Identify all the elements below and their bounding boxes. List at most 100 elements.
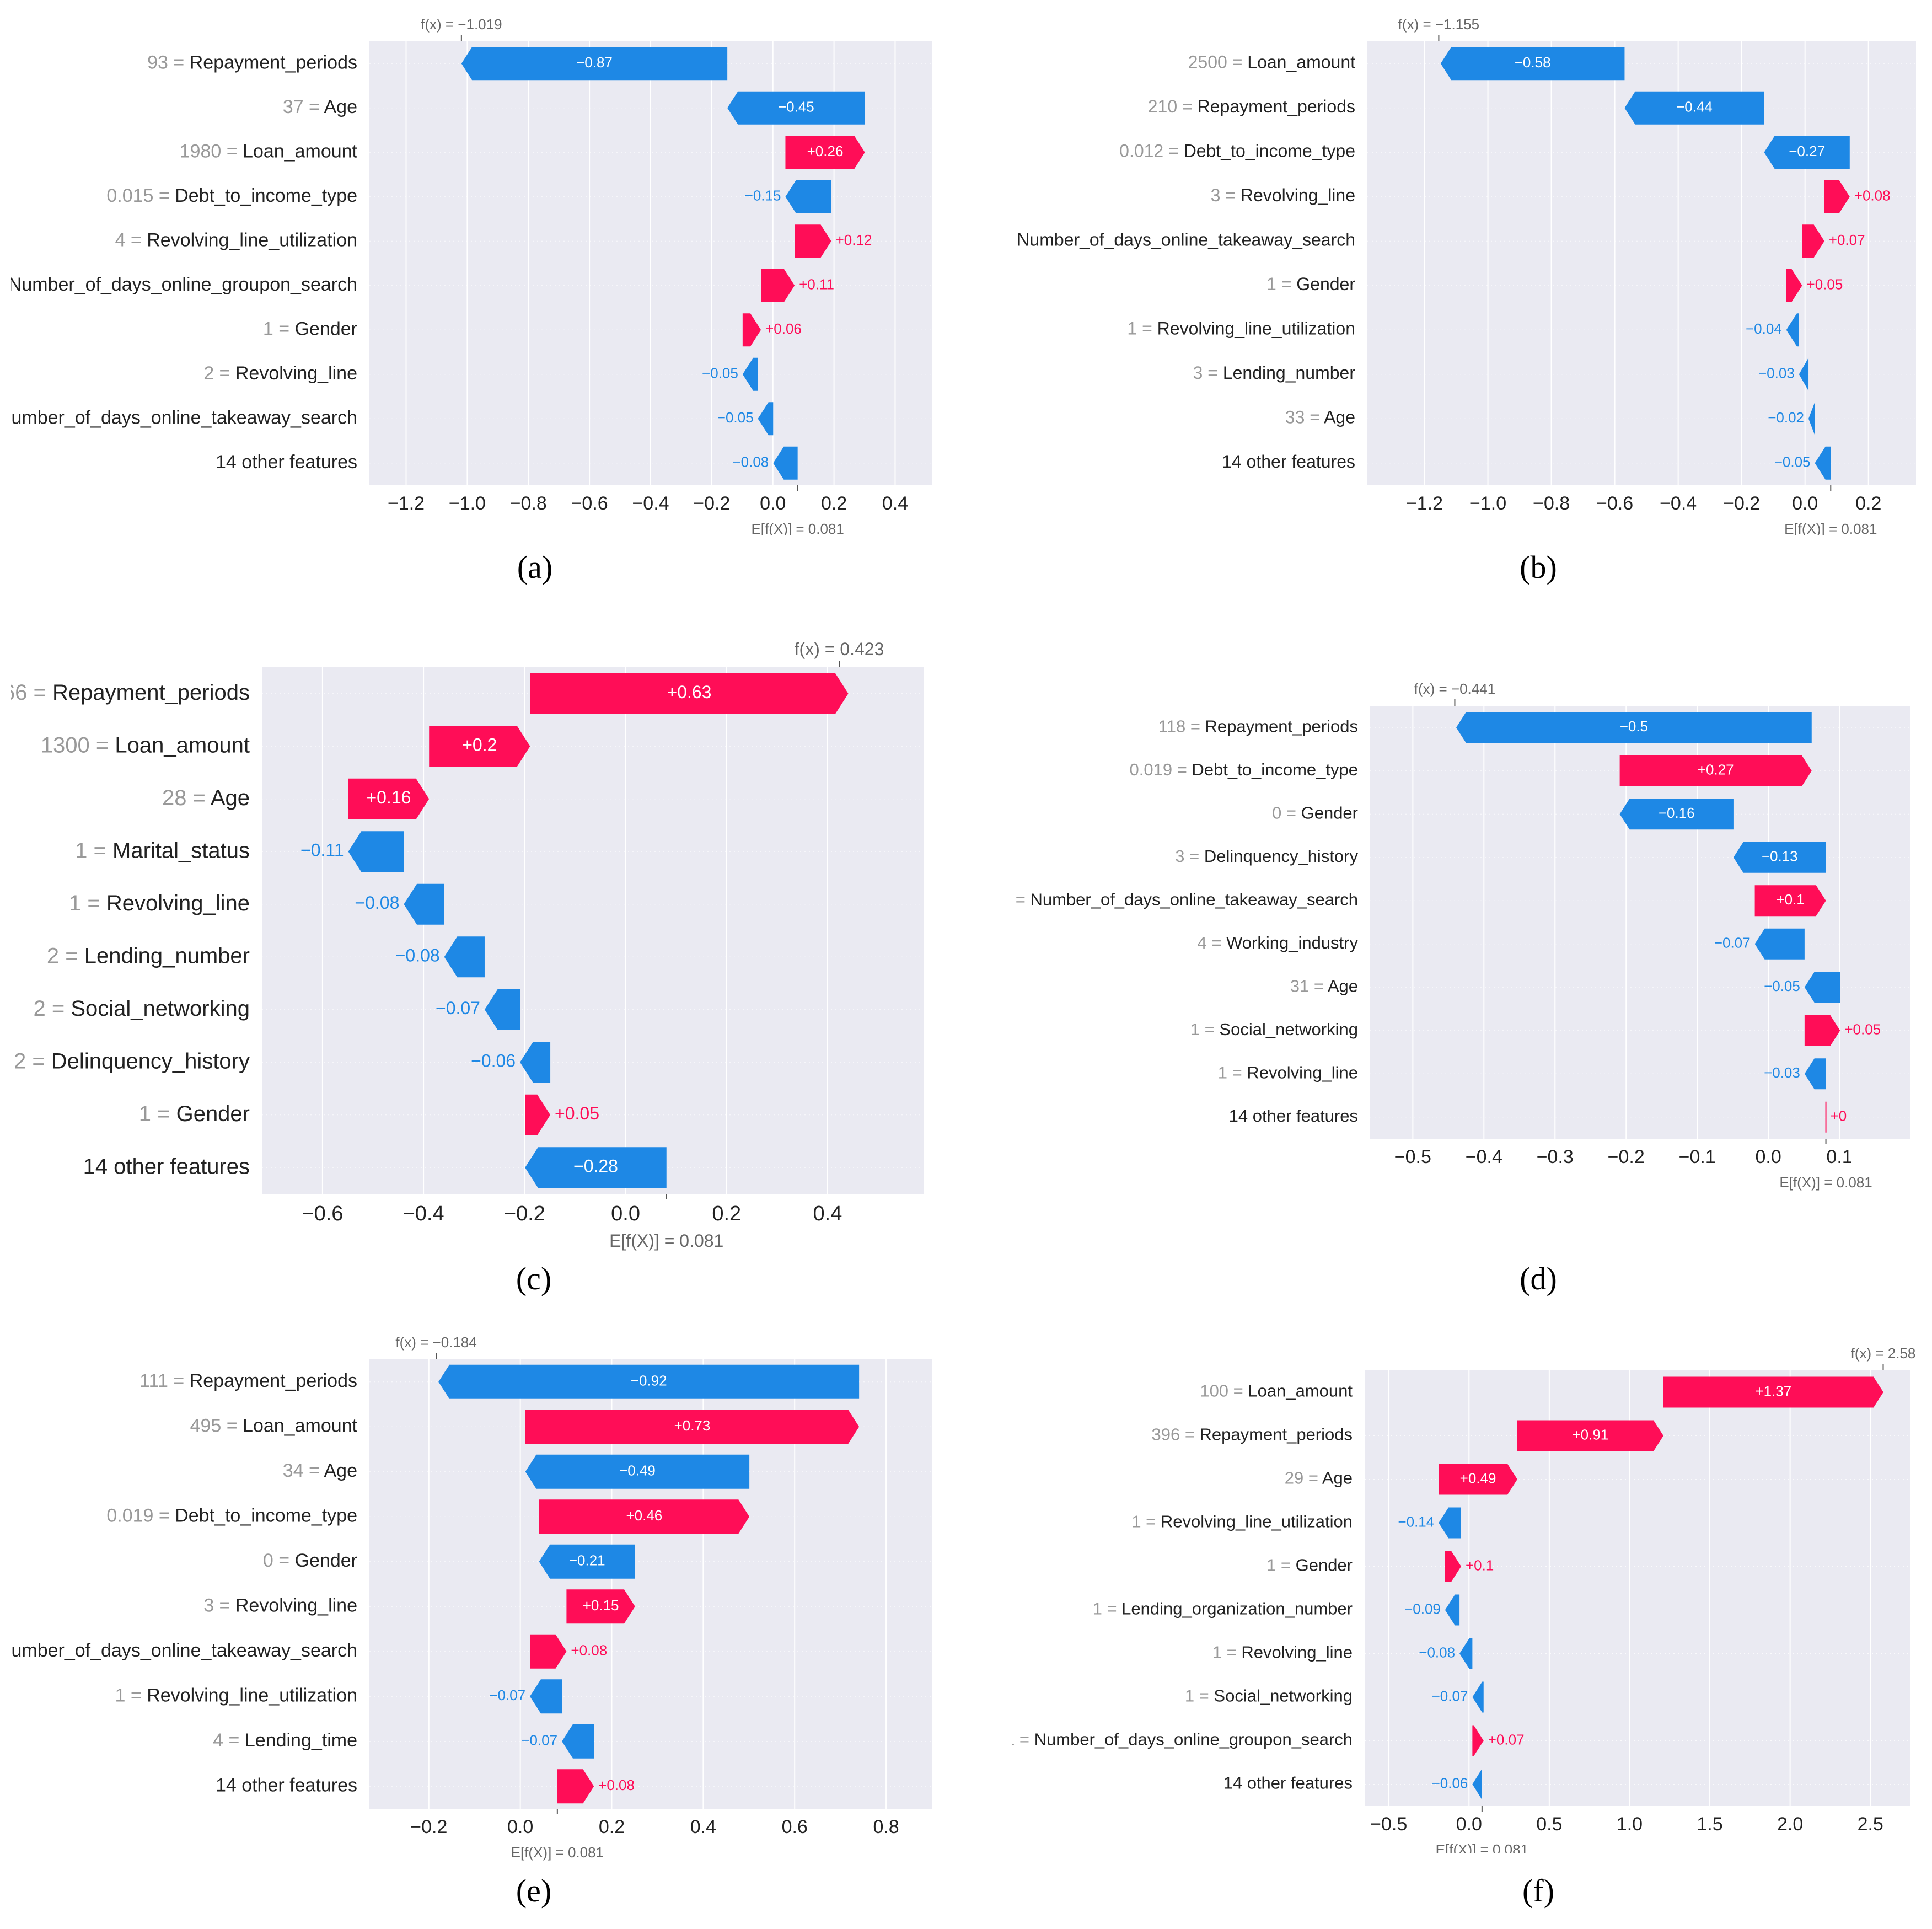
feature-name: 14 other features: [1222, 452, 1355, 471]
shap-bar: [1472, 1681, 1484, 1713]
feature-name: Revolving_line_utilization: [147, 1685, 357, 1706]
x-tick-label: −0.4: [403, 1202, 444, 1225]
feature-value: 0.019 =: [1130, 760, 1192, 779]
chart-e-svg: −0.2 0.0 0.2 0.4 0.6 0.8 −0.92 111 = Repayment_…: [11, 1334, 932, 1861]
feature-value: 1 =: [1127, 319, 1157, 339]
feature-label: 1 = Revolving_line_utilization: [115, 1685, 357, 1706]
feature-name: Lending_number: [1223, 363, 1356, 383]
feature-value: 0 =: [263, 1550, 295, 1571]
waterfall-chart-b: −1.2 −1.0 −0.8 −0.6 −0.4 −0.2 0.0 0.2 −0.58 2500 …: [1012, 6, 1922, 535]
shap-bar: [1825, 1101, 1827, 1133]
feature-name: Social_networking: [1214, 1686, 1353, 1706]
fx-label: f(x) = −1.019: [421, 16, 502, 33]
x-tick-label: −1.0: [449, 493, 486, 514]
shap-bar: [539, 1499, 750, 1534]
shap-bar: [795, 224, 831, 258]
feature-name: Number_of_days_online_groupon_search: [1034, 1730, 1353, 1749]
shap-bar: [1472, 1725, 1484, 1756]
shap-bar: [1472, 1769, 1482, 1800]
feature-label: 3 = Revolving_line: [203, 1595, 357, 1616]
x-tick-label: 1.0: [1617, 1814, 1643, 1835]
feature-label: 34 = Age: [283, 1460, 357, 1481]
feature-name: Working_industry: [1226, 933, 1358, 952]
feature-value: 2 =: [14, 1049, 51, 1073]
feature-name: 14 other features: [216, 1775, 357, 1796]
feature-label: 2 = Delinquency_history: [14, 1049, 250, 1073]
expected-value-label: E[f(X)] = 0.081: [1779, 1174, 1872, 1191]
feature-value: 3 =: [1175, 846, 1204, 866]
feature-value: 1 =: [139, 1101, 176, 1126]
shap-value-label: +0.63: [667, 682, 711, 702]
shap-bar: [1459, 1638, 1473, 1669]
feature-name: Age: [1322, 1469, 1353, 1488]
shap-value-label: +0.08: [1854, 187, 1891, 204]
shap-value-label: −0.21: [569, 1552, 605, 1569]
shap-bar: [484, 989, 520, 1030]
x-tick-label: 0.0: [1456, 1814, 1482, 1835]
feature-name: Gender: [295, 318, 357, 339]
shap-bar: [1808, 402, 1815, 436]
shap-bar: [348, 831, 404, 872]
chart-f-svg: −0.5 0.0 0.5 1.0 1.5 2.0 2.5 +1.37 100 = Loan_am…: [1012, 1345, 1915, 1853]
feature-value: 3 =: [1211, 185, 1241, 205]
x-tick-label: −0.4: [1466, 1146, 1502, 1167]
x-tick-label: −0.5: [1370, 1814, 1407, 1835]
shap-value-label: −0.11: [300, 840, 344, 860]
caption-a: (a): [517, 549, 553, 585]
feature-value: 1 =: [1012, 1730, 1034, 1749]
feature-name: Age: [324, 97, 358, 117]
x-tick-label: −0.3: [1537, 1146, 1574, 1167]
shap-value-label: −0.28: [573, 1156, 618, 1176]
shap-value-label: −0.07: [1432, 1687, 1468, 1704]
feature-label: 3 = Lending_number: [1193, 363, 1356, 383]
shap-bar: [557, 1769, 594, 1804]
feature-label: 2 = Revolving_line: [203, 363, 357, 384]
feature-label: 0.012 = Debt_to_income_type: [1119, 141, 1355, 161]
feature-value: 31 =: [1290, 976, 1328, 995]
expected-value-label: E[f(X)] = 0.081: [751, 521, 844, 535]
shap-bar: [461, 47, 728, 81]
x-tick-label: 0.1: [1826, 1146, 1852, 1167]
feature-label: 1 = Gender: [1266, 274, 1355, 294]
shap-value-label: −0.87: [576, 54, 613, 71]
shap-bar: [562, 1724, 594, 1759]
shap-value-label: +0.1: [1776, 891, 1804, 908]
shap-value-label: −0.92: [631, 1373, 667, 1389]
fx-label: f(x) = 0.423: [795, 639, 884, 659]
feature-name: Age: [324, 1460, 358, 1481]
waterfall-chart-a: −1.2 −1.0 −0.8 −0.6 −0.4 −0.2 0.0 0.2 0.4 −0.87 93…: [11, 6, 937, 535]
feature-name: Loan_amount: [1247, 52, 1355, 72]
feature-name: Repayment_periods: [1205, 716, 1358, 736]
shap-value-label: −0.08: [732, 454, 769, 470]
x-tick-label: 0.0: [1792, 493, 1818, 514]
feature-label: 1 = Number_of_days_online_groupon_search: [11, 274, 357, 295]
x-tick-label: −1.2: [1406, 493, 1443, 514]
feature-value: 118 =: [1158, 716, 1205, 736]
shap-bar: [742, 357, 758, 391]
feature-label: 495 = Loan_amount: [190, 1415, 358, 1436]
feature-label: 1 = Gender: [1266, 1556, 1353, 1575]
waterfall-chart-f: −0.5 0.0 0.5 1.0 1.5 2.0 2.5 +1.37 100 = Loan_am…: [1012, 1323, 1922, 1853]
plot-area: [262, 667, 924, 1194]
x-tick-label: −0.4: [632, 493, 669, 514]
feature-value: 495 =: [190, 1415, 243, 1436]
shap-bar: [1663, 1376, 1883, 1408]
feature-label: 111 = Repayment_periods: [139, 1370, 357, 1391]
shap-value-label: −0.27: [1789, 143, 1825, 159]
shap-bar: [1619, 755, 1812, 786]
feature-value: 2 =: [34, 996, 71, 1020]
feature-label: 1 = Social_networking: [1185, 1686, 1353, 1706]
shap-value-label: −0.05: [1764, 978, 1800, 994]
feature-name: Revolving_line: [1241, 185, 1355, 205]
feature-name: Revolving_line_utilization: [1157, 319, 1355, 339]
shap-value-label: −0.07: [489, 1687, 525, 1703]
feature-name: Delinquency_history: [1204, 846, 1359, 866]
shap-bar: [1439, 1464, 1517, 1495]
feature-name: 14 other features: [216, 452, 357, 473]
shap-bar: [758, 402, 774, 436]
shap-value-label: +0: [1831, 1108, 1847, 1124]
x-tick-label: −0.6: [302, 1202, 343, 1225]
x-tick-label: 0.5: [1536, 1814, 1562, 1835]
x-tick-label: 0.0: [760, 493, 786, 514]
shap-value-label: +0.11: [799, 276, 834, 293]
